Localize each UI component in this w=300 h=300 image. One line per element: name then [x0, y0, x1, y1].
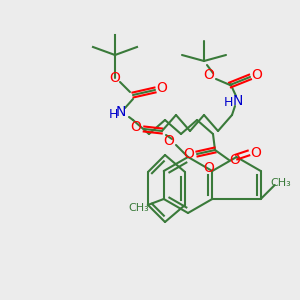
Text: H: H [108, 107, 118, 121]
Text: N: N [116, 105, 126, 119]
Text: O: O [250, 146, 261, 160]
Text: O: O [204, 68, 214, 82]
Text: N: N [233, 94, 243, 108]
Text: CH₃: CH₃ [270, 178, 291, 188]
Text: O: O [164, 134, 174, 148]
Text: H: H [223, 97, 233, 110]
Text: O: O [130, 120, 141, 134]
Text: O: O [110, 71, 120, 85]
Text: O: O [184, 147, 194, 161]
Text: O: O [203, 161, 214, 175]
Text: O: O [157, 81, 167, 95]
Text: O: O [230, 153, 240, 167]
Text: O: O [252, 68, 262, 82]
Text: CH₃: CH₃ [128, 203, 149, 213]
